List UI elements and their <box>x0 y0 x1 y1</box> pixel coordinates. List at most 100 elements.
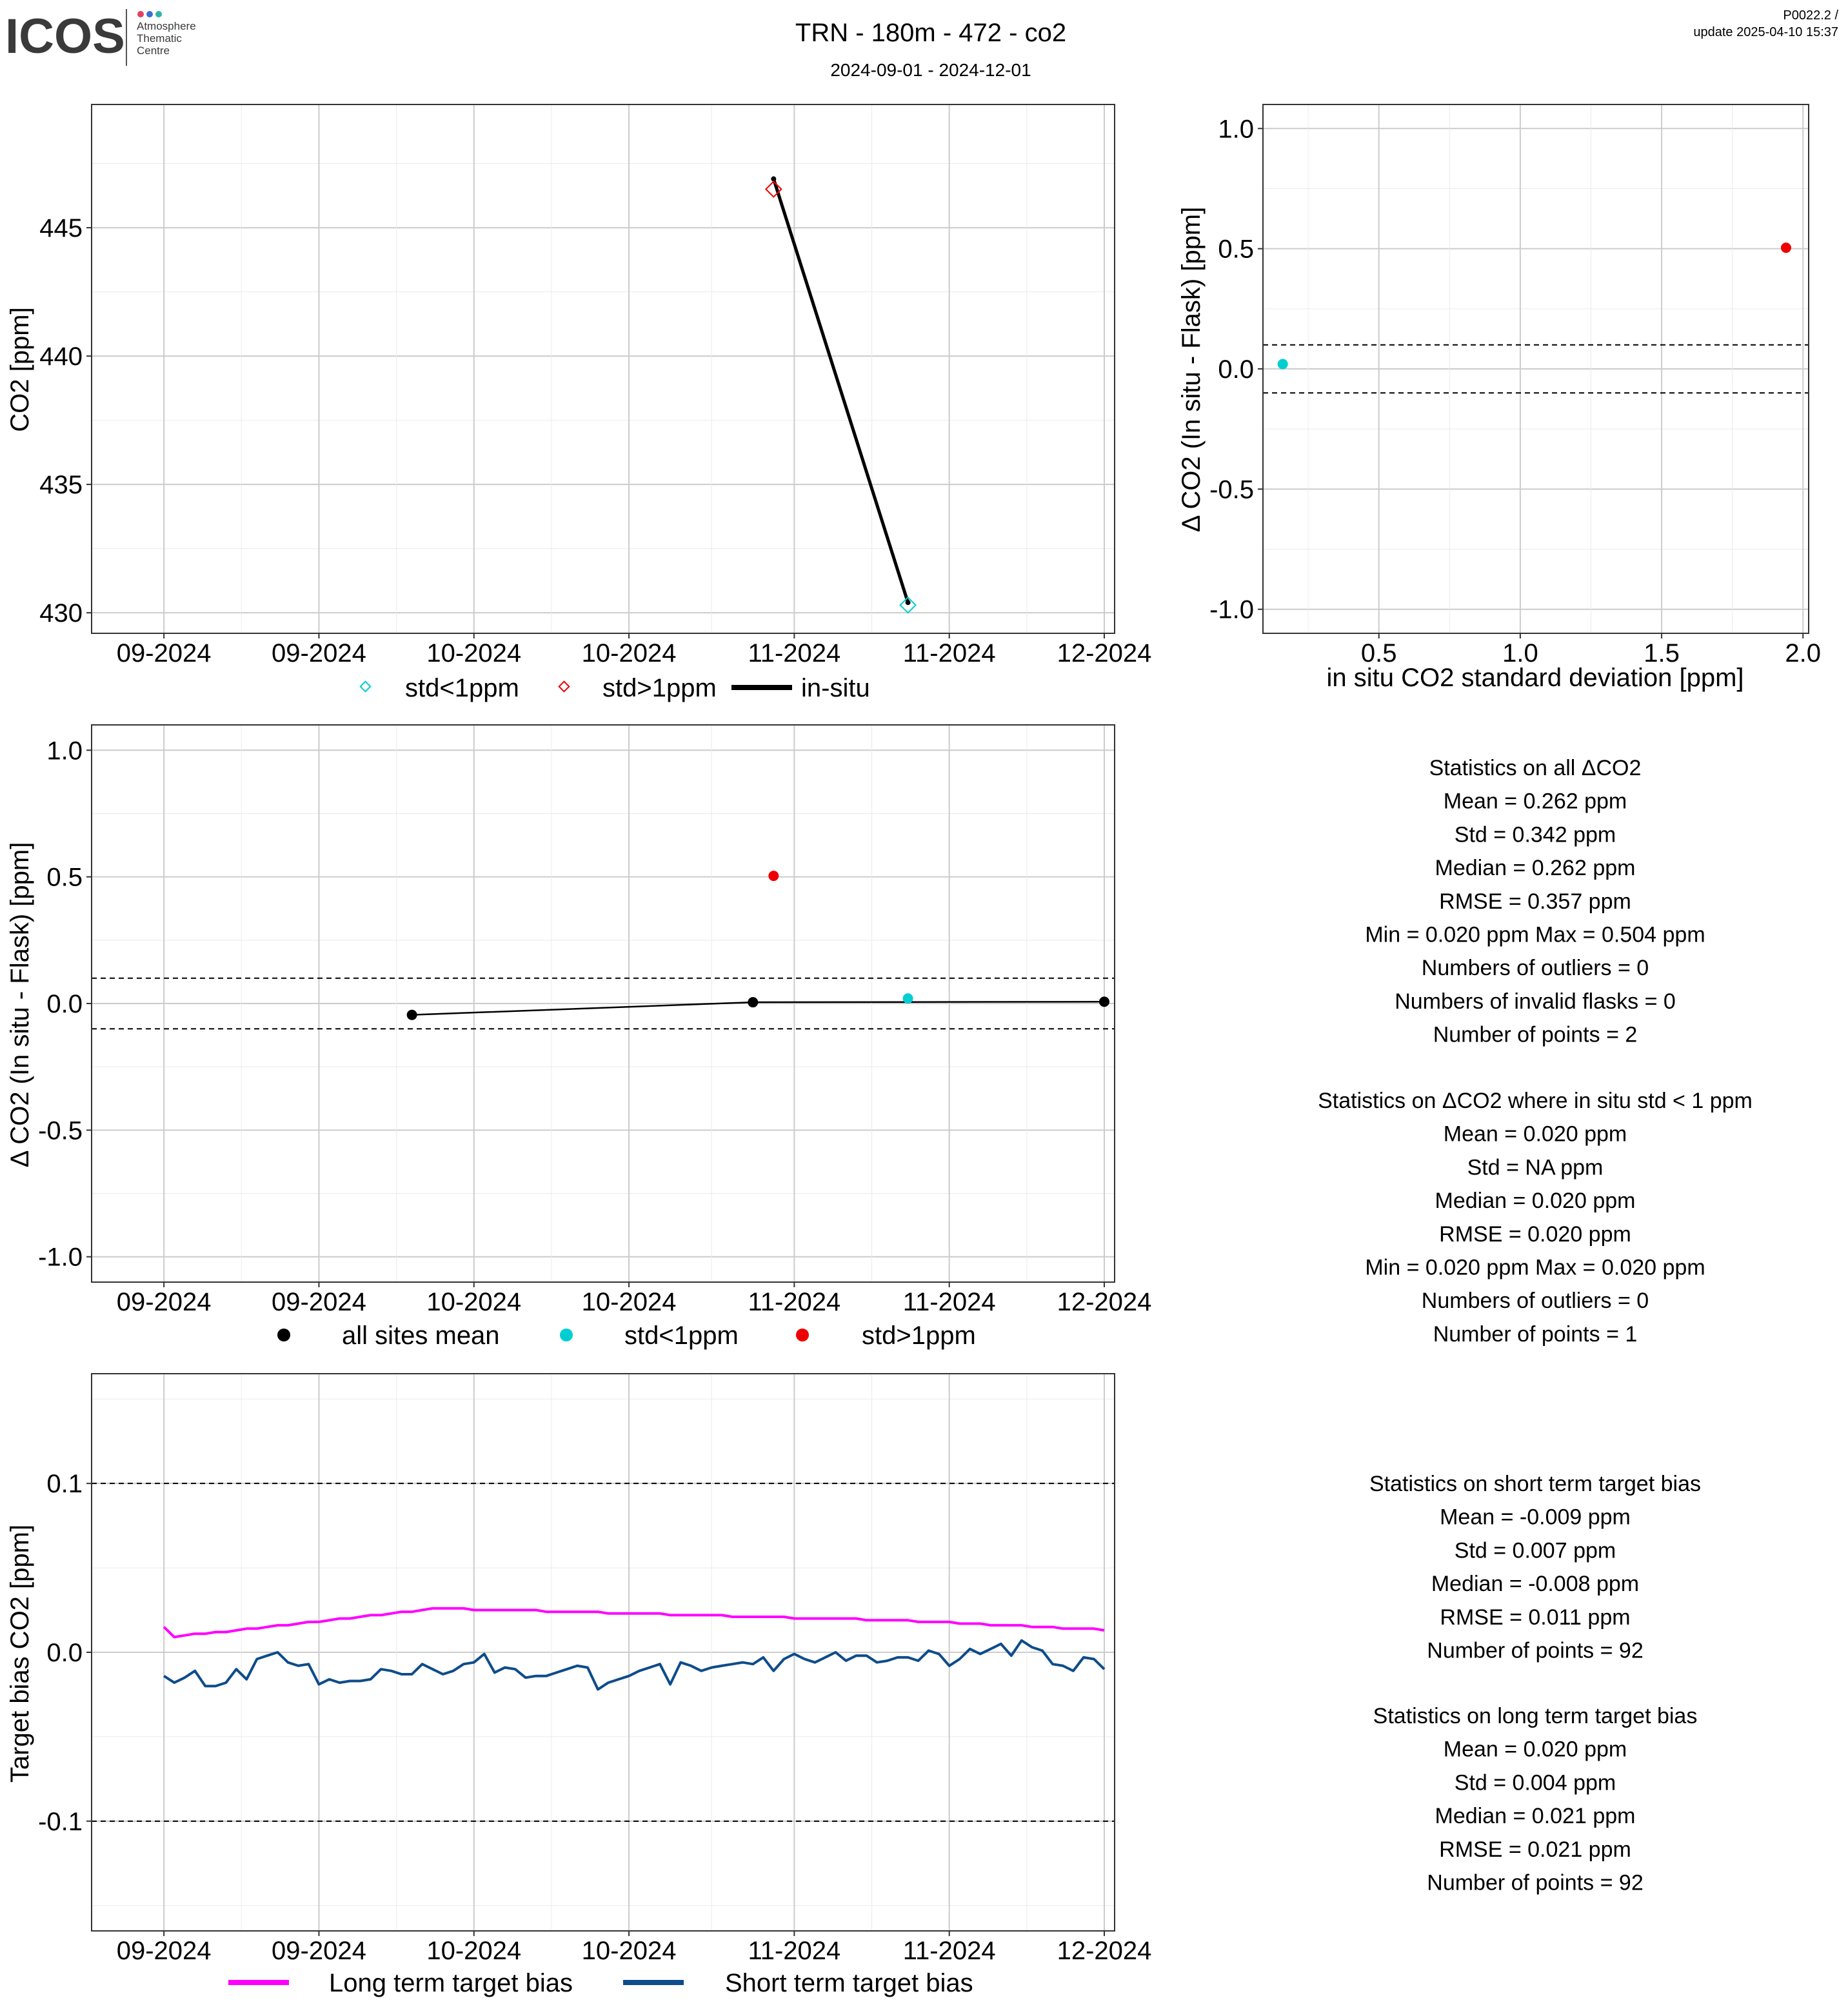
legend-label-std-gt-1: std>1ppm <box>602 674 717 702</box>
logo-word: ICOS <box>5 9 125 64</box>
timeseries-xtick-label: 10-2024 <box>426 639 521 667</box>
scatter-point <box>1277 359 1288 370</box>
stats-long-line: Statistics on long term target bias <box>1373 1704 1698 1728</box>
legend-key-std-gt-1b <box>796 1329 809 1341</box>
stats-all-line: Numbers of outliers = 0 <box>1422 956 1649 980</box>
delta-timeseries-xtick-label: 11-2024 <box>903 1288 996 1316</box>
delta-timeseries-ytick-label: -0.5 <box>38 1116 83 1145</box>
delta-timeseries-ytick-label: 0.5 <box>46 864 83 892</box>
stats-std1-line: RMSE = 0.020 ppm <box>1439 1222 1631 1247</box>
delta-timeseries-border <box>91 724 1115 1283</box>
all-sites-mean-point <box>406 1009 417 1020</box>
stats-all-line: Std = 0.342 ppm <box>1455 822 1616 847</box>
std-lt-1-point <box>902 993 913 1004</box>
target-bias-xtick-label: 10-2024 <box>582 1937 677 1965</box>
timeseries-ytick-label: 440 <box>39 342 83 371</box>
stats-all-line: Median = 0.262 ppm <box>1435 856 1636 880</box>
delta-vs-std-xtick-label: 1.0 <box>1502 639 1538 667</box>
long-term-bias-line <box>163 1607 1105 1639</box>
scatter-point <box>1780 242 1791 253</box>
logo-sub-3: Centre <box>137 44 170 57</box>
legend-key-all-sites <box>277 1329 290 1341</box>
delta-timeseries-panel: -1.0 -0.5 0.0 0.5 1.0 09-2024 09-2024 10-2024 10… <box>38 724 1152 1316</box>
stats-all-line: RMSE = 0.357 ppm <box>1439 889 1631 914</box>
legend-key-std-lt-1 <box>359 680 372 693</box>
legend-label-std-lt-1b: std<1ppm <box>624 1321 739 1350</box>
legend-key-std-lt-1b <box>560 1329 573 1341</box>
target-bias-ytick-label: -0.1 <box>38 1808 83 1836</box>
legend-label-long-term: Long term target bias <box>329 1969 573 1997</box>
legend-label-std-gt-1b: std>1ppm <box>862 1321 976 1350</box>
stats-long-line: RMSE = 0.021 ppm <box>1439 1837 1631 1862</box>
update-label: update 2025-04-10 15:37 <box>1693 25 1838 39</box>
timeseries-panel: 430 435 440 445 09-2024 09-2024 10-2024 10-2024… <box>39 104 1151 667</box>
stats-short-line: RMSE = 0.011 ppm <box>1440 1605 1630 1630</box>
header: ICOS Atmosphere Thematic Centre TRN - 18… <box>5 8 1838 80</box>
logo-dot-2 <box>146 11 153 17</box>
version-label: P0022.2 / <box>1783 8 1838 23</box>
delta-vs-std-ylabel: Δ CO2 (In situ - Flask) [ppm] <box>1177 207 1206 533</box>
target-bias-legend: Long term target bias Short term target … <box>228 1969 973 1997</box>
stats-long-line: Median = 0.021 ppm <box>1435 1804 1636 1828</box>
delta-timeseries-xtick-label: 10-2024 <box>582 1288 677 1316</box>
stats-std1-line: Number of points = 1 <box>1433 1322 1638 1347</box>
legend-label-std-lt-1: std<1ppm <box>405 674 519 702</box>
target-bias-ytick-label: 0.1 <box>46 1470 83 1498</box>
short-term-bias-line <box>163 1639 1106 1691</box>
timeseries-border <box>91 104 1115 634</box>
timeseries-legend: std<1ppm std>1ppm in-situ <box>359 674 870 702</box>
all-sites-mean-point <box>748 997 759 1008</box>
stats-long-line: Std = 0.004 ppm <box>1455 1770 1616 1795</box>
in-situ-line <box>771 178 909 603</box>
timeseries-xtick-label: 11-2024 <box>903 639 996 667</box>
stats-std1-line: Std = NA ppm <box>1467 1155 1604 1180</box>
all-sites-mean-point <box>1098 996 1109 1007</box>
legend-label-all-sites: all sites mean <box>342 1321 500 1350</box>
page-subtitle: 2024-09-01 - 2024-12-01 <box>830 60 1031 80</box>
delta-vs-std-ytick-label: -0.5 <box>1209 475 1254 504</box>
delta-vs-std-ytick-label: -1.0 <box>1209 596 1254 624</box>
stats-std1-line: Numbers of outliers = 0 <box>1422 1289 1649 1313</box>
delta-vs-std-xtick-label: 1.5 <box>1644 639 1680 667</box>
legend-label-short-term: Short term target bias <box>725 1969 973 1997</box>
target-bias-xtick-label: 09-2024 <box>272 1937 366 1965</box>
legend-key-std-gt-1 <box>558 680 570 693</box>
delta-vs-std-border <box>1262 104 1809 634</box>
stats-all-line: Mean = 0.262 ppm <box>1444 789 1627 814</box>
delta-vs-std-ytick-label: 0.0 <box>1218 355 1254 384</box>
stats-std1-line: Statistics on ΔCO2 where in situ std < 1… <box>1318 1089 1753 1113</box>
logo-dot-3 <box>155 11 162 17</box>
stats-short-line: Median = -0.008 ppm <box>1431 1572 1639 1596</box>
std-gt-1-point <box>768 871 779 882</box>
stats-std1-line: Median = 0.020 ppm <box>1435 1189 1636 1213</box>
stats-std1-line: Mean = 0.020 ppm <box>1444 1122 1627 1147</box>
target-bias-xtick-label: 11-2024 <box>748 1937 840 1965</box>
timeseries-ytick-label: 430 <box>39 599 83 628</box>
delta-timeseries-ytick-label: -1.0 <box>38 1243 83 1272</box>
delta-timeseries-xtick-label: 11-2024 <box>748 1288 840 1316</box>
in-situ-point <box>771 176 777 182</box>
std-gt-1-marker <box>764 180 782 198</box>
logo-sub-1: Atmosphere <box>137 20 196 32</box>
stats-std1-line: Min = 0.020 ppm Max = 0.020 ppm <box>1365 1256 1705 1280</box>
page-title: TRN - 180m - 472 - co2 <box>795 19 1066 47</box>
timeseries-background <box>92 104 1115 633</box>
delta-vs-std-xtick-label: 2.0 <box>1785 639 1821 667</box>
stats-short-line: Statistics on short term target bias <box>1369 1472 1701 1496</box>
statistics-panels: Statistics on all ΔCO2 Mean = 0.262 ppm St… <box>1318 756 1753 1895</box>
stats-short-line: Mean = -0.009 ppm <box>1440 1505 1631 1530</box>
target-bias-ylabel: Target bias CO2 [ppm] <box>6 1525 34 1783</box>
timeseries-xtick-label: 09-2024 <box>272 639 366 667</box>
std-lt-1-marker <box>899 596 917 614</box>
stats-long-line: Mean = 0.020 ppm <box>1444 1737 1627 1762</box>
delta-timeseries-xtick-label: 12-2024 <box>1057 1288 1152 1316</box>
timeseries-xtick-label: 12-2024 <box>1057 639 1152 667</box>
stats-short-line: Std = 0.007 ppm <box>1455 1538 1616 1563</box>
in-situ-point <box>905 600 911 606</box>
target-bias-border <box>91 1373 1115 1932</box>
target-bias-xtick-label: 11-2024 <box>903 1937 996 1965</box>
delta-timeseries-xtick-label: 10-2024 <box>426 1288 521 1316</box>
delta-timeseries-legend: all sites mean std<1ppm std>1ppm <box>277 1321 976 1350</box>
target-bias-xtick-label: 10-2024 <box>426 1937 521 1965</box>
